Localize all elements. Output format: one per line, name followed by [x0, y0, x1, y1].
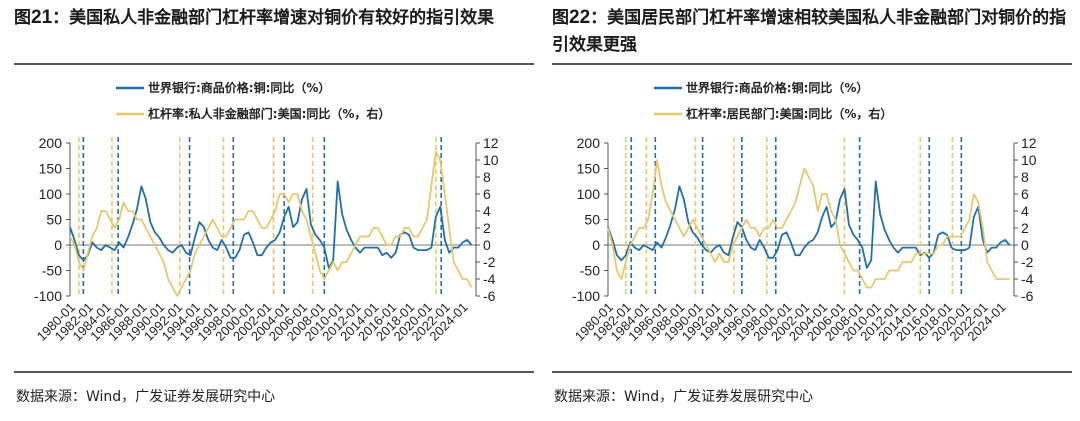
- right-tick-label: -2: [483, 254, 496, 270]
- right-tick-label: -4: [1021, 271, 1034, 287]
- right-tick-label: 8: [483, 169, 491, 185]
- right-tick-label: 4: [483, 203, 491, 219]
- legend-label: 世界银行:商品价格:铜:同比（%）: [148, 80, 330, 95]
- legend: 世界银行:商品价格:铜:同比（%） 杠杆率:居民部门:美国:同比（%，右）: [654, 80, 892, 121]
- right-tick-label: 0: [483, 237, 491, 253]
- legend: 世界银行:商品价格:铜:同比（%） 杠杆率:私人非金融部门:美国:同比（%，右）: [116, 80, 390, 121]
- left-tick-label: -100: [34, 288, 62, 304]
- right-tick-label: 8: [1021, 169, 1029, 185]
- left-tick-label: 200: [577, 135, 601, 151]
- figure-22: 图22：美国居民部门杠杆率增速相较美国私人非金融部门对铜价的指引效果更强 世界银…: [552, 0, 1072, 421]
- right-tick-label: 2: [1021, 220, 1029, 236]
- left-tick-label: 50: [46, 212, 62, 228]
- left-tick-label: 100: [577, 186, 601, 202]
- right-tick-label: 2: [483, 220, 491, 236]
- left-tick-label: 100: [39, 186, 63, 202]
- right-tick-label: 6: [1021, 186, 1029, 202]
- right-tick-label: -2: [1021, 254, 1034, 270]
- legend-label: 世界银行:商品价格:铜:同比（%）: [686, 80, 868, 95]
- figure-title: 图21：美国私人非金融部门杠杆率增速对铜价有较好的指引效果: [14, 4, 534, 32]
- right-tick-label: -4: [483, 271, 496, 287]
- left-tick-label: 150: [577, 161, 601, 177]
- figure-21: 图21：美国私人非金融部门杠杆率增速对铜价有较好的指引效果 世界银行:商品价格:…: [14, 0, 534, 421]
- right-tick-label: 6: [483, 186, 491, 202]
- left-tick-label: -100: [572, 288, 600, 304]
- bottom-rule: [14, 371, 534, 373]
- line-chart: 世界银行:商品价格:铜:同比（%）杠杆率:居民部门:美国:同比（%，右）2001…: [552, 66, 1072, 368]
- series-line: [70, 181, 472, 268]
- right-tick-label: -6: [1021, 288, 1034, 304]
- left-tick-label: -50: [580, 263, 600, 279]
- series-line: [70, 152, 472, 297]
- data-source: 数据来源：Wind，广发证券发展研究中心: [554, 386, 813, 406]
- data-source: 数据来源：Wind，广发证券发展研究中心: [16, 386, 275, 406]
- left-tick-label: 150: [39, 161, 63, 177]
- line-chart: 世界银行:商品价格:铜:同比（%） 杠杆率:私人非金融部门:美国:同比（%，右） 2…: [14, 66, 534, 368]
- left-tick-label: 0: [592, 237, 600, 253]
- legend-label: 杠杆率:私人非金融部门:美国:同比（%，右）: [148, 106, 390, 121]
- legend-label: 杠杆率:居民部门:美国:同比（%，右）: [686, 106, 892, 121]
- top-rule: [552, 63, 1072, 65]
- top-rule: [14, 63, 534, 65]
- left-tick-label: -50: [42, 263, 62, 279]
- figure-title: 图22：美国居民部门杠杆率增速相较美国私人非金融部门对铜价的指引效果更强: [552, 4, 1072, 59]
- right-tick-label: 12: [1021, 135, 1037, 151]
- right-tick-label: 10: [483, 152, 499, 168]
- left-tick-label: 200: [39, 135, 63, 151]
- series-line: [608, 160, 1010, 288]
- right-tick-label: 4: [1021, 203, 1029, 219]
- bottom-rule: [552, 371, 1072, 373]
- series-line: [608, 181, 1010, 268]
- left-tick-label: 0: [54, 237, 62, 253]
- left-tick-label: 50: [584, 212, 600, 228]
- right-tick-label: 10: [1021, 152, 1037, 168]
- right-tick-label: 0: [1021, 237, 1029, 253]
- right-tick-label: -6: [483, 288, 496, 304]
- right-tick-label: 12: [483, 135, 499, 151]
